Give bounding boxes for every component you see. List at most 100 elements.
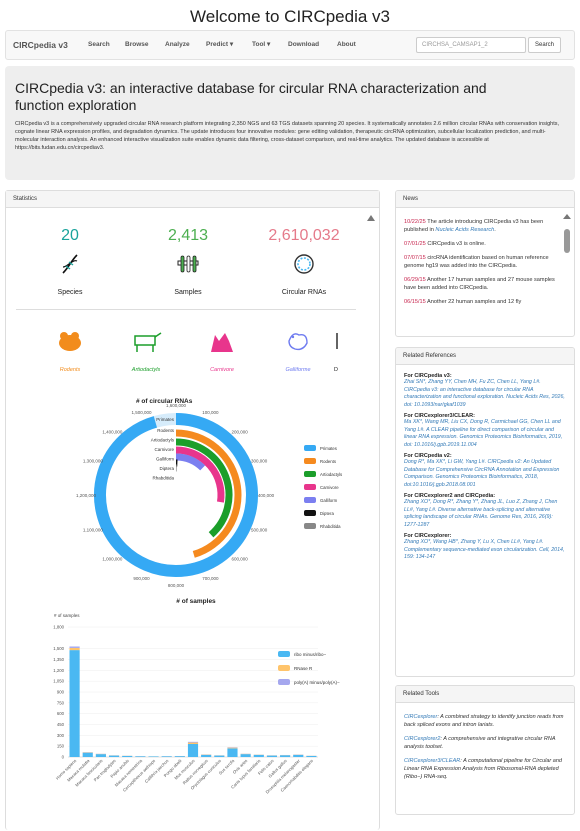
statistics-heading: Statistics (6, 191, 379, 208)
radial-tick-label: 1,000,000 (102, 557, 123, 562)
reference-link[interactable]: Zhang XO*, Dong R*, Zhang Y*, Zhang JL, … (404, 499, 566, 529)
news-scrollbar[interactable] (563, 214, 571, 334)
nav-browse[interactable]: Browse (125, 31, 148, 59)
bar-0-5 (135, 756, 145, 757)
bar-legend-swatch (278, 679, 290, 685)
news-link[interactable]: Nucleic Acids Research (435, 227, 494, 233)
tools-heading: Related Tools (396, 686, 574, 703)
bar-0-9 (188, 744, 198, 757)
reference-link[interactable]: Dong R*, Ma XK*, Li GW, Yang L#. CIRCped… (404, 459, 566, 489)
nav-download[interactable]: Download (288, 31, 319, 59)
news-list: 10/22/25 The article introducing CIRCped… (396, 208, 574, 306)
tool-link[interactable]: CIRCexplorer (404, 714, 437, 720)
bar-1-9 (188, 743, 198, 744)
taxon-artiodactyls[interactable]: Artiodactyls (116, 329, 176, 376)
search-input[interactable]: CIRCHSA_CAMSAP1_2 (416, 37, 526, 53)
nav-analyze[interactable]: Analyze (165, 31, 190, 59)
bar-legend-label: ribo minus/ribo− (294, 652, 327, 657)
brand-link[interactable]: CIRCpedia v3 (13, 31, 68, 59)
news-heading: News (396, 191, 574, 208)
bar-0-13 (241, 754, 251, 757)
references-panel: Related References For CIRCpedia v3:Zhai… (395, 347, 575, 677)
bar-0-10 (201, 755, 211, 757)
news-item: 07/07/15 circRNA identification based on… (404, 254, 556, 270)
bar-0-4 (122, 756, 132, 757)
reference-link[interactable]: Ma XK*, Wang MR, Liu CX, Dong R, Carmich… (404, 419, 566, 449)
radial-tick-label: 800,000 (168, 583, 185, 588)
bar-y-axis-label: # of samples (54, 613, 80, 618)
reference-link[interactable]: Zhang XO*, Wang HB*, Zhang Y, Lu X, Chen… (404, 539, 566, 562)
radial-category-label: Carnivore (154, 447, 174, 452)
taxon-carnivore-label: Carnivore (210, 367, 234, 373)
nav-predict-dropdown[interactable]: Predict ▾ (206, 31, 233, 59)
bar-0-3 (109, 756, 119, 757)
news-text: Another 17 human samples and 27 mouse sa… (404, 277, 555, 291)
news-date: 06/29/15 (404, 277, 426, 283)
bar-1-12 (227, 748, 237, 749)
tool-item: CIRCexplorer2: A comprehensive and integ… (404, 735, 566, 751)
bar-y-tick: 1,500 (53, 646, 64, 651)
taxon-partial[interactable]: D (334, 329, 364, 376)
search-button[interactable]: Search (528, 37, 561, 53)
radial-tick-label: 1,400,000 (102, 429, 123, 434)
bar-y-tick: 750 (57, 700, 65, 705)
fly-icon (334, 329, 342, 353)
bar-legend-label: poly(A) minus/poly(A)− (294, 680, 340, 685)
news-date: 10/22/25 (404, 219, 426, 225)
news-date: 07/07/15 (404, 255, 426, 261)
radial-legend-label: Galliform (320, 498, 338, 503)
radial-legend-label: Diptera (320, 511, 334, 516)
radial-tick-label: 1,200,000 (76, 493, 97, 498)
legend-swatch (304, 458, 316, 464)
nav-search[interactable]: Search (88, 31, 110, 59)
intro-title: CIRCpedia v3: an interactive database fo… (15, 80, 535, 114)
reference-link[interactable]: Zhai SN*, Zhang YY, Chen MH, Fu ZC, Chen… (404, 379, 566, 409)
bar-0-14 (254, 755, 264, 757)
taxon-rodents[interactable]: Rodents (40, 329, 100, 376)
news-item: 06/15/15 Another 22 human samples and 12… (404, 298, 556, 306)
radial-tick-label: 100,000 (202, 410, 219, 415)
taxon-galliforme[interactable]: Galliforme (268, 329, 328, 376)
scroll-up-arrow[interactable] (367, 215, 375, 221)
news-item: 10/22/25 The article introducing CIRCped… (404, 218, 556, 234)
radial-tick-label: 200,000 (231, 429, 248, 434)
nav-about[interactable]: About (337, 31, 356, 59)
bar-0-2 (96, 754, 106, 757)
radial-tick-label: 400,000 (258, 493, 275, 498)
tools-panel: Related Tools CIRCexplorer: A combined s… (395, 685, 575, 815)
tool-link[interactable]: CIRCexplorer3/CLEAR (404, 758, 460, 764)
news-scroll-up[interactable] (563, 214, 571, 219)
legend-swatch (304, 510, 316, 516)
radial-category-label: Rodents (157, 428, 175, 433)
bar-legend-swatch (278, 665, 290, 671)
statistics-panel: Statistics 20 2,413 2,610,032 Species Sa… (5, 190, 380, 830)
circrna-radial-chart: # of circular RNAsPrimatesRodentsArtioda… (36, 395, 376, 595)
taxon-partial-label: D (334, 367, 338, 373)
news-text: circRNA identification based on human re… (404, 255, 549, 269)
wolf-icon (207, 329, 237, 353)
radial-category-label: Galliform (156, 457, 174, 462)
tool-link[interactable]: CIRCexplorer2 (404, 736, 440, 742)
references-heading: Related References (396, 348, 574, 365)
bar-0-12 (227, 748, 237, 757)
bar-0-8 (175, 756, 185, 757)
news-scroll-thumb[interactable] (564, 229, 570, 253)
page-title: Welcome to CIRCpedia v3 (0, 0, 580, 30)
bar-legend-swatch (278, 651, 290, 657)
radial-tick-label: 1,500,000 (132, 410, 153, 415)
dna-icon (20, 253, 120, 280)
radial-category-label: Rhabditida (152, 476, 174, 481)
test-tubes-icon (138, 255, 238, 278)
samples-count: 2,413 (138, 227, 238, 245)
bar-legend-label: RNase R (294, 666, 313, 671)
bar-0-7 (162, 756, 172, 757)
taxon-carnivore[interactable]: Carnivore (192, 329, 252, 376)
bar-y-tick: 450 (57, 722, 65, 727)
bar-0-0 (70, 650, 80, 757)
nav-tool-dropdown[interactable]: Tool ▾ (252, 31, 270, 59)
bar-0-6 (148, 756, 158, 757)
bar-y-tick: 600 (57, 711, 65, 716)
taxon-rodents-label: Rodents (60, 367, 81, 373)
samples-bar-chart: # of samples# of samples0150300450600750… (16, 595, 376, 831)
radial-tick-label: 1,600,000 (166, 403, 187, 408)
